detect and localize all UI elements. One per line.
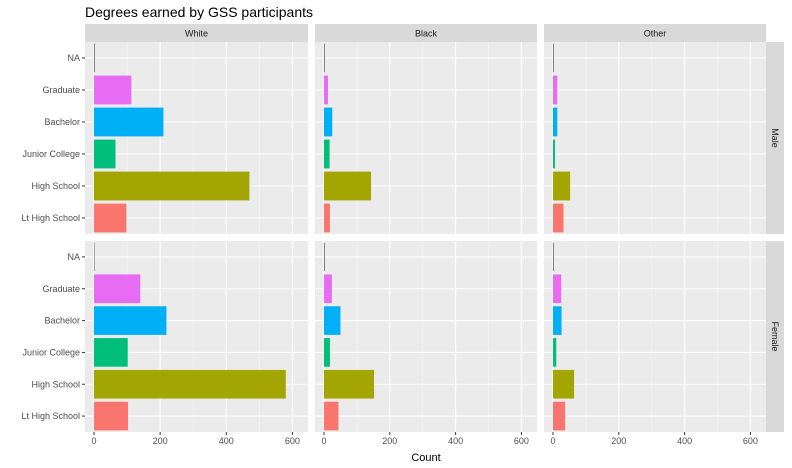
- x-tick-label: 200: [153, 436, 168, 446]
- strip-male: [766, 42, 784, 234]
- bar-graduate: [324, 75, 328, 105]
- x-axis-title: Count: [411, 452, 440, 464]
- bar-lt-high-school: [553, 203, 564, 233]
- bar-bachelor: [553, 107, 558, 137]
- bar-junior-college: [553, 338, 557, 367]
- bar-bachelor: [324, 306, 341, 335]
- bar-high-school: [324, 171, 372, 201]
- strip-white: [85, 24, 308, 42]
- bar-high-school: [94, 171, 250, 201]
- bar-junior-college: [94, 139, 116, 169]
- x-tick-label: 400: [219, 436, 234, 446]
- facet-panels: White Black Other Male Female Lt High School H…: [21, 24, 784, 446]
- y-tick-label-high-school: High School: [31, 181, 80, 191]
- bar-graduate: [324, 274, 332, 304]
- x-tick-label: 0: [321, 436, 326, 446]
- x-tick-label: 600: [514, 436, 529, 446]
- strip-other: [544, 24, 766, 42]
- bar-high-school: [94, 369, 286, 399]
- bar-graduate: [94, 75, 132, 105]
- bar-lt-high-school: [324, 203, 330, 233]
- panel-background: [315, 42, 537, 234]
- x-tick-label: 0: [91, 436, 96, 446]
- x-tick-label: 600: [743, 436, 758, 446]
- strip-label-male: Male: [770, 128, 780, 148]
- x-tick-label: 0: [550, 436, 555, 446]
- panel-background: [315, 241, 537, 432]
- panel-female-other: 0 200 400 600: [544, 241, 766, 446]
- y-tick-label-na: NA: [67, 53, 80, 63]
- bar-bachelor: [94, 107, 164, 137]
- strip-female: [766, 241, 784, 432]
- y-tick-label-junior-college: Junior College: [22, 347, 80, 357]
- y-tick-label-graduate: Graduate: [42, 284, 80, 294]
- bar-high-school: [324, 369, 375, 399]
- strip-black: [315, 24, 537, 42]
- strip-label-female: Female: [770, 321, 780, 351]
- x-tick-label: 200: [382, 436, 397, 446]
- panel-male-white: Lt High School High School Junior College B…: [21, 42, 308, 234]
- bar-bachelor: [94, 306, 167, 335]
- x-tick-label: 200: [611, 436, 626, 446]
- panel-female-white: Lt High School High School Junior College B…: [21, 241, 308, 446]
- bar-lt-high-school: [553, 401, 566, 431]
- bar-lt-high-school: [324, 401, 339, 431]
- y-tick-label-bachelor: Bachelor: [44, 117, 80, 127]
- bar-junior-college: [324, 139, 330, 169]
- bar-junior-college: [94, 338, 128, 367]
- panel-background: [85, 42, 308, 234]
- y-tick-label-bachelor: Bachelor: [44, 316, 80, 326]
- y-tick-label-lt-high-school: Lt High School: [21, 213, 80, 223]
- y-tick-label-high-school: High School: [31, 379, 80, 389]
- bar-graduate: [553, 274, 562, 304]
- panel-background: [85, 241, 308, 432]
- strip-label-black: Black: [415, 29, 438, 39]
- panel-background: [544, 241, 766, 432]
- y-tick-label-junior-college: Junior College: [22, 149, 80, 159]
- bar-bachelor: [553, 306, 562, 335]
- panel-male-black: [315, 42, 537, 234]
- bar-graduate: [94, 274, 141, 304]
- x-tick-label: 400: [448, 436, 463, 446]
- bar-na: [94, 242, 95, 272]
- bar-lt-high-school: [94, 203, 127, 233]
- chart-title: Degrees earned by GSS participants: [85, 4, 313, 20]
- y-tick-label-graduate: Graduate: [42, 85, 80, 95]
- panel-female-black: 0 200 400 600: [315, 241, 537, 446]
- bar-junior-college: [324, 338, 330, 367]
- x-tick-label: 400: [677, 436, 692, 446]
- panel-male-other: [544, 42, 766, 234]
- bar-bachelor: [324, 107, 333, 137]
- x-tick-label: 600: [285, 436, 300, 446]
- bar-junior-college: [553, 139, 555, 169]
- bar-graduate: [553, 75, 558, 105]
- y-tick-label-lt-high-school: Lt High School: [21, 411, 80, 421]
- bar-high-school: [553, 171, 571, 201]
- panel-background: [544, 42, 766, 234]
- y-tick-label-na: NA: [67, 252, 80, 262]
- bar-lt-high-school: [94, 401, 129, 431]
- strip-label-white: White: [185, 29, 208, 39]
- bar-high-school: [553, 369, 575, 399]
- strip-label-other: Other: [644, 29, 667, 39]
